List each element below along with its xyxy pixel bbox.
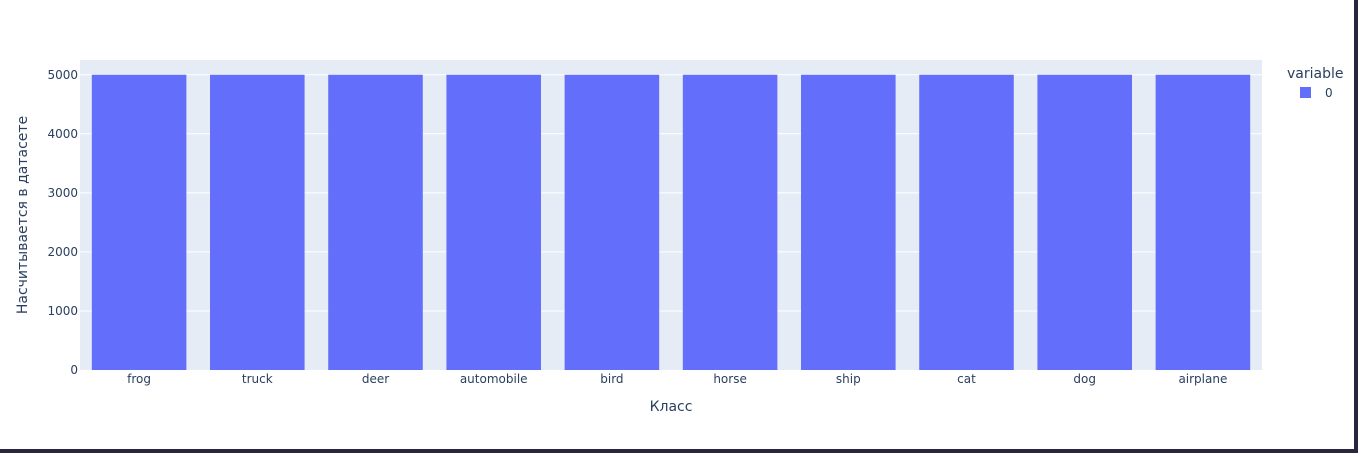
bar-truck[interactable] bbox=[210, 75, 305, 370]
y-tick-label: 3000 bbox=[47, 186, 78, 200]
y-tick-label: 4000 bbox=[47, 127, 78, 141]
y-tick-label: 2000 bbox=[47, 245, 78, 259]
x-tick-label: deer bbox=[362, 372, 389, 386]
bar-deer[interactable] bbox=[328, 75, 423, 370]
legend[interactable]: variable 0 bbox=[1287, 66, 1343, 100]
x-tick-label: truck bbox=[242, 372, 273, 386]
bar-cat[interactable] bbox=[919, 75, 1014, 370]
bar-automobile[interactable] bbox=[446, 75, 541, 370]
bar-airplane[interactable] bbox=[1156, 75, 1251, 370]
x-tick-label: airplane bbox=[1178, 372, 1227, 386]
y-axis-title: Насчитывается в датасете bbox=[15, 116, 31, 314]
x-tick-label: frog bbox=[127, 372, 151, 386]
legend-item-label[interactable]: 0 bbox=[1325, 86, 1333, 100]
y-tick-label: 5000 bbox=[47, 68, 78, 82]
x-tick-label: dog bbox=[1073, 372, 1096, 386]
x-tick-label: horse bbox=[713, 372, 747, 386]
x-tick-label: bird bbox=[600, 372, 623, 386]
x-tick-label: cat bbox=[957, 372, 976, 386]
x-tick-label: ship bbox=[836, 372, 861, 386]
x-tick-label: automobile bbox=[460, 372, 528, 386]
bar-dog[interactable] bbox=[1037, 75, 1132, 370]
bar-horse[interactable] bbox=[683, 75, 778, 370]
bar-frog[interactable] bbox=[92, 75, 187, 370]
x-tick-labels: frog truck deer automobile bird horse ship cat d… bbox=[127, 372, 1227, 386]
bar-bird[interactable] bbox=[565, 75, 660, 370]
y-tick-label: 0 bbox=[70, 363, 78, 377]
y-tick-label: 1000 bbox=[47, 304, 78, 318]
legend-swatch[interactable] bbox=[1300, 87, 1311, 98]
legend-title: variable bbox=[1287, 66, 1343, 82]
x-axis-title: Класс bbox=[650, 399, 693, 415]
y-tick-labels: 0 1000 2000 3000 4000 5000 bbox=[47, 68, 78, 377]
bar-ship[interactable] bbox=[801, 75, 896, 370]
